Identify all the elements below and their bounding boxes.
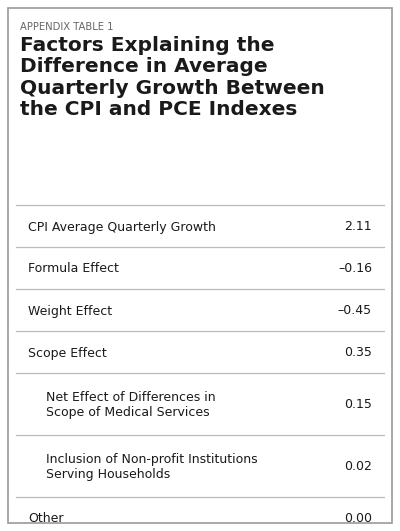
Text: Weight Effect: Weight Effect [28,304,112,318]
Text: 0.35: 0.35 [344,346,372,358]
Text: Inclusion of Non-profit Institutions: Inclusion of Non-profit Institutions [46,453,258,466]
Text: Formula Effect: Formula Effect [28,262,119,276]
Text: Scope Effect: Scope Effect [28,347,107,359]
Text: Factors Explaining the
Difference in Average
Quarterly Growth Between
the CPI an: Factors Explaining the Difference in Ave… [20,36,325,119]
Text: 0.15: 0.15 [344,398,372,410]
Text: Net Effect of Differences in: Net Effect of Differences in [46,391,216,404]
Text: Scope of Medical Services: Scope of Medical Services [46,406,210,419]
Text: –0.45: –0.45 [338,304,372,316]
Text: Other: Other [28,512,64,526]
Text: APPENDIX TABLE 1: APPENDIX TABLE 1 [20,22,114,32]
Text: CPI Average Quarterly Growth: CPI Average Quarterly Growth [28,220,216,234]
Text: Serving Households: Serving Households [46,468,170,481]
Text: 0.00: 0.00 [344,511,372,525]
Text: 0.02: 0.02 [344,459,372,473]
Text: –0.16: –0.16 [338,261,372,275]
Text: 2.11: 2.11 [344,219,372,233]
